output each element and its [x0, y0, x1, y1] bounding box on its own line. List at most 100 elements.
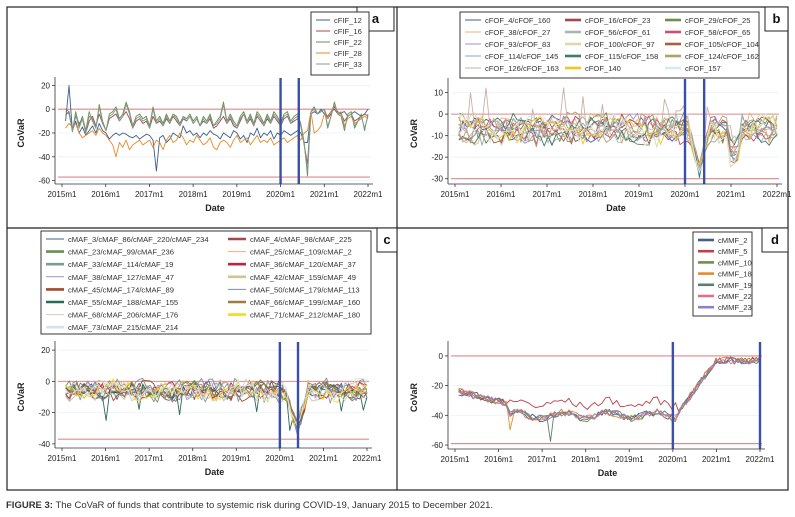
x-tick-label: 2015m1 [48, 454, 77, 463]
legend-label: cFOF_56/cFOF_61 [585, 28, 650, 37]
y-axis-title: CoVaR [16, 118, 26, 148]
x-axis-title: Date [205, 203, 225, 213]
legend-item: cMAF_25/cMAF_109/cMAF_2 [228, 248, 352, 257]
legend-item: cMAF_38/cMAF_127/cMAF_47 [46, 273, 174, 282]
legend-item: cFOF_38/cFOF_27 [465, 28, 550, 37]
legend-item: cFOF_115/cFOF_158 [565, 52, 658, 61]
caption-text: The CoVaR of funds that contribute to sy… [55, 500, 494, 511]
legend-item: cFIF_33 [316, 60, 362, 69]
x-tick-label: 2022m1 [354, 190, 383, 199]
x-tick-label: 2019m1 [615, 455, 644, 464]
x-tick-label: 2016m1 [484, 455, 513, 464]
x-axis-title: Date [598, 468, 618, 478]
y-tick-label: 10 [434, 89, 443, 98]
series-line-cmmf-10 [458, 356, 761, 423]
series-line-cfof-93-cfof-83 [458, 112, 778, 170]
x-tick-label: 2015m1 [441, 455, 470, 464]
x-tick-label: 2021m1 [310, 190, 339, 199]
panel-d: 0 -20 -40 -60 2015m1 2016m1 2017m1 2018m1 2019m1… [409, 227, 789, 478]
legend-label: cMAF_4/cMAF_98/cMAF_225 [250, 235, 352, 244]
series-line-cfof-115-cfof-158 [458, 112, 778, 178]
legend-item: cMAF_3/cMAF_86/cMAF_220/cMAF_234 [46, 235, 209, 244]
x-tick-label: 2018m1 [571, 455, 600, 464]
y-tick-label: -30 [431, 175, 443, 184]
legend-label: cFOF_115/cFOF_158 [585, 52, 658, 61]
y-tick-label: 0 [439, 110, 444, 119]
legend-label: cMMF_5 [718, 247, 748, 256]
legend-item: cFOF_126/cFOF_163 [465, 64, 559, 73]
series-line-cmmf-18 [458, 356, 761, 431]
y-tick-label: 0 [46, 377, 51, 386]
panel-letter: a [372, 11, 380, 26]
legend-label: cMAF_25/cMAF_109/cMAF_2 [250, 248, 352, 257]
series-line-cfif-28 [65, 103, 369, 158]
x-tick-label: 2017m1 [135, 454, 164, 463]
legend-label: cMAF_66/cMAF_199/cMAF_160 [250, 298, 360, 307]
y-tick-label: -20 [38, 129, 50, 138]
x-tick-label: 2015m1 [441, 190, 470, 199]
x-tick-label: 2017m1 [533, 190, 562, 199]
legend-item: cMMF_22 [698, 292, 752, 301]
legend-item: cMAF_45/cMAF_174/cMAF_89 [46, 285, 174, 294]
legend-label: cMAF_71/cMAF_212/cMAF_180 [250, 311, 360, 320]
series-line-cmmf-19 [458, 357, 761, 442]
legend-box [40, 230, 372, 335]
x-tick-label: 2020m1 [658, 455, 687, 464]
x-tick-label: 2018m1 [178, 454, 207, 463]
y-tick-label: -10 [431, 132, 443, 141]
x-tick-label: 2021m1 [309, 454, 338, 463]
legend-item: cFOF_140 [565, 64, 621, 73]
x-tick-label: 2016m1 [487, 190, 516, 199]
x-tick-label: 2020m1 [266, 190, 295, 199]
legend-label: cMMF_22 [718, 292, 752, 301]
legend-item: cFOF_29/cFOF_25 [665, 16, 750, 25]
legend-item: cFOF_105/cFOF_104 [665, 40, 759, 49]
series-line-cfof-157 [458, 112, 778, 173]
x-tick-label: 2016m1 [91, 454, 120, 463]
legend-item: cFOF_56/cFOF_61 [565, 28, 650, 37]
x-tick-label: 2020m1 [265, 454, 294, 463]
legend-item: cFIF_22 [316, 38, 362, 47]
legend-item: cMAF_68/cMAF_206/cMAF_176 [46, 311, 178, 320]
x-tick-label: 2022m1 [353, 454, 382, 463]
series-line-cmaf-73-cmaf-215-cmaf-214 [65, 377, 368, 426]
legend-label: cFOF_38/cFOF_27 [485, 28, 550, 37]
legend-label: cFOF_157 [685, 64, 721, 73]
legend-item: cMMF_23 [698, 303, 752, 312]
y-tick-label: -40 [431, 411, 443, 420]
y-tick-label: -20 [38, 409, 50, 418]
legend-label: cMAF_68/cMAF_206/cMAF_176 [68, 311, 178, 320]
y-tick-label: 20 [41, 346, 50, 355]
legend-label: cFOF_100/cFOF_97 [585, 40, 655, 49]
panel-letter: b [773, 11, 781, 26]
legend-label: cFIF_12 [334, 16, 362, 25]
panel-letter: c [383, 232, 390, 247]
legend-label: cMAF_42/cMAF_159/cMAF_49 [250, 273, 356, 282]
series-line-cfof-114-cfof-145 [458, 113, 778, 170]
x-tick-label: 2021m1 [702, 455, 731, 464]
legend-label: cFIF_33 [334, 60, 362, 69]
legend-item: cMMF_10 [698, 258, 752, 267]
panel-letter: d [771, 232, 779, 247]
x-tick-label: 2016m1 [91, 190, 120, 199]
legend-label: cMAF_33/cMAF_114/cMAF_19 [68, 260, 173, 269]
series-line-cmmf-22 [458, 356, 761, 423]
x-tick-label: 2021m1 [717, 190, 746, 199]
y-axis-title: CoVaR [409, 382, 419, 412]
legend-item: cFIF_12 [316, 16, 362, 25]
legend-item: cMMF_18 [698, 270, 752, 279]
caption-label: FIGURE 3: [6, 500, 53, 511]
legend-item: cMAF_71/cMAF_212/cMAF_180 [228, 311, 360, 320]
x-tick-label: 2020m1 [671, 190, 700, 199]
legend-item: cFOF_100/cFOF_97 [565, 40, 655, 49]
y-axis-title: CoVaR [16, 382, 26, 412]
x-tick-label: 2015m1 [48, 190, 77, 199]
series-line-cmmf-2 [458, 356, 761, 423]
legend-label: cFOF_93/cFOF_83 [485, 40, 550, 49]
series-line-cfif-12 [65, 84, 369, 172]
legend-label: cMAF_36/cMAF_120/cMAF_37 [250, 260, 356, 269]
panel-badge [376, 227, 398, 253]
legend: cFIF_12 cFIF_16 cFIF_22 cFIF_28 cFIF_33 [310, 11, 370, 76]
legend-label: cMMF_19 [718, 281, 752, 290]
